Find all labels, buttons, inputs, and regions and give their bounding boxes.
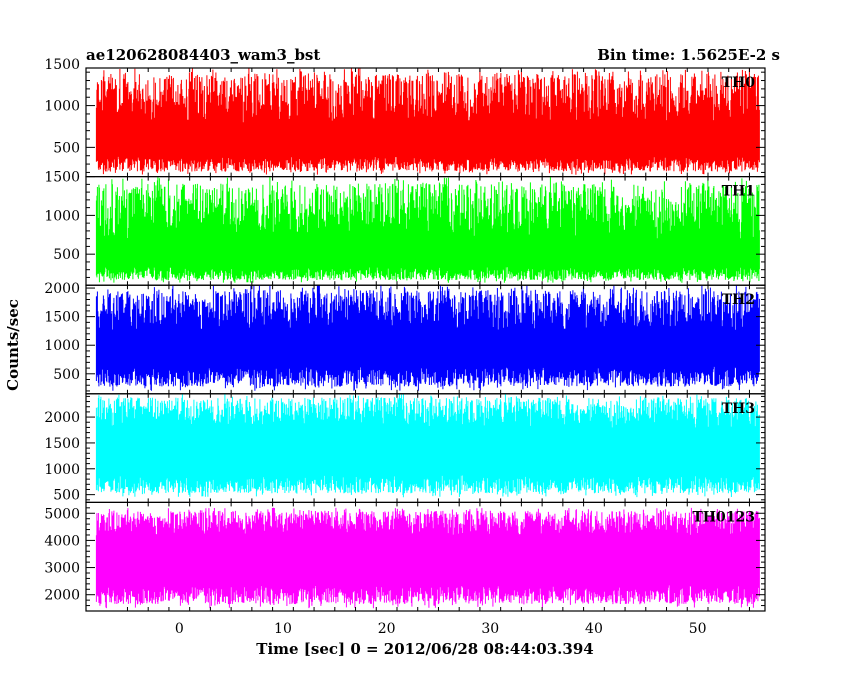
- y-tick-label: 1000: [44, 462, 80, 478]
- panel-th3: 500 1000 1500 2000 TH3: [44, 393, 766, 504]
- chart-title: ae120628084403_wam3_bst: [86, 46, 320, 64]
- y-tick-label: 2000: [44, 281, 80, 297]
- panel-th2: 500 1000 1500 2000 TH2: [44, 281, 766, 395]
- y-axis-label: Counts/sec: [4, 299, 22, 391]
- x-axis-label: Time [sec] 0 = 2012/06/28 08:44:03.394: [256, 640, 593, 658]
- y-tick-label: 1000: [44, 208, 80, 224]
- bin-time-label: Bin time: 1.5625E-2 s: [597, 46, 780, 64]
- panels-group: 50010001500TH050010001500TH1500100015002…: [44, 57, 766, 637]
- series-th3: [95, 393, 760, 498]
- y-tick-label: 1500: [44, 57, 80, 73]
- y-tick-label: 2000: [44, 410, 80, 426]
- x-tick-label: 20: [378, 621, 396, 637]
- y-tick-label: 500: [53, 247, 80, 263]
- y-tick-label: 1500: [44, 170, 80, 186]
- y-tick-label: 500: [53, 367, 80, 383]
- x-tick-label: 50: [689, 621, 707, 637]
- panel-label: TH0123: [692, 509, 755, 525]
- y-tick-label: 4000: [44, 533, 80, 549]
- x-tick-label: 10: [274, 621, 292, 637]
- panel-label: TH2: [722, 292, 755, 308]
- series-th0123: [95, 507, 760, 609]
- x-tick-label: 40: [585, 621, 603, 637]
- panel-th0: 500 1000 1500 TH0: [44, 57, 766, 178]
- y-tick-label: 500: [53, 140, 80, 156]
- panel-label: TH0: [722, 75, 756, 91]
- series-th2: [95, 285, 760, 391]
- y-tick-label: 1000: [44, 338, 80, 354]
- y-tick-label: 1000: [44, 99, 80, 115]
- panel-th0123: 2000 3000 4000 5000 TH0123: [44, 501, 766, 612]
- panel-th1: 500 1000 1500 TH1: [44, 170, 766, 286]
- y-tick-label: 500: [53, 488, 80, 504]
- x-tick-label: 30: [481, 621, 499, 637]
- y-tick-label: 1500: [44, 310, 80, 326]
- y-tick-label: 3000: [44, 561, 80, 577]
- y-tick-label: 2000: [44, 588, 80, 604]
- panel-label: TH1: [722, 184, 755, 200]
- y-tick-label: 1500: [44, 436, 80, 452]
- series-th1: [95, 176, 760, 283]
- series-th0: [95, 68, 760, 175]
- y-tick-label: 5000: [44, 506, 80, 522]
- panel-label: TH3: [722, 401, 755, 417]
- x-tick-label: 0: [175, 621, 184, 637]
